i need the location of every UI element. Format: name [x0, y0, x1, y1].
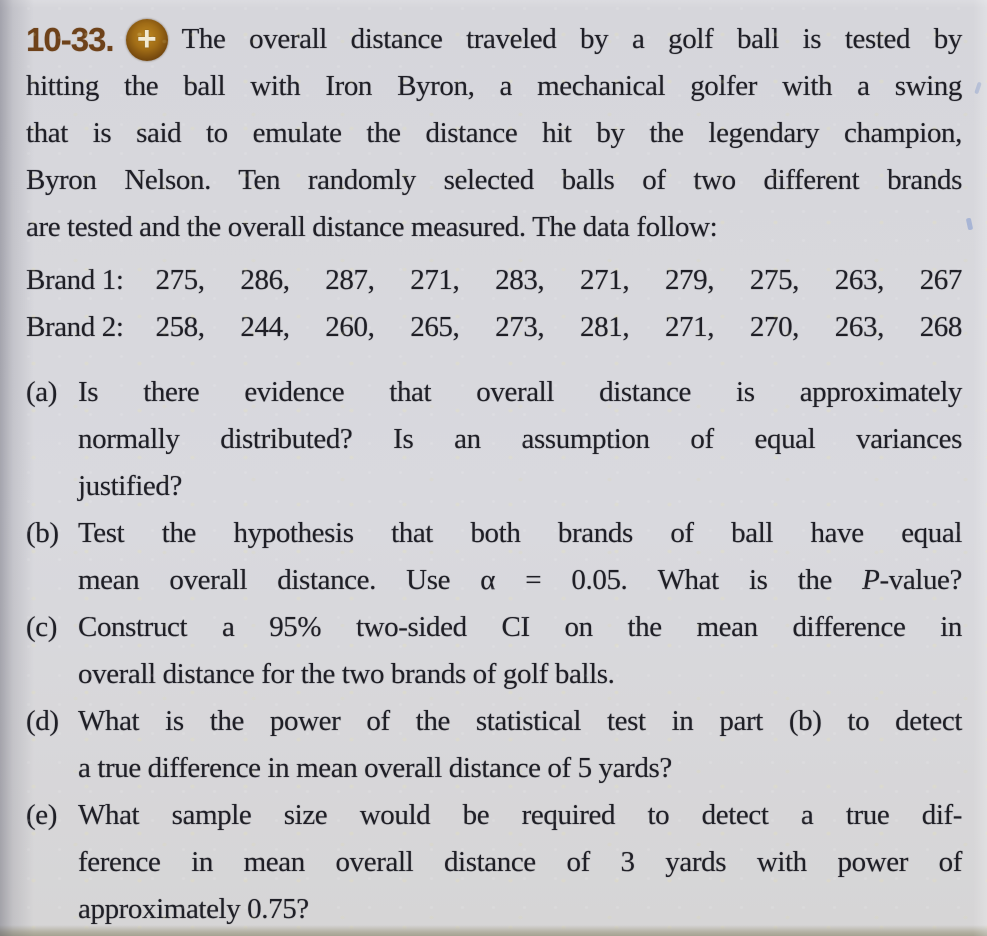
problem-10-33: 10-33. + The overall distance traveled b…	[26, 16, 962, 933]
problem-intro: 10-33. + The overall distance traveled b…	[26, 16, 962, 251]
scan-artifact	[974, 81, 982, 95]
part-c-text: Construct a 95% two-sided CI on the mean…	[78, 604, 962, 698]
part-c-line-1: Construct a 95% two-sided CI on the mean…	[78, 611, 962, 643]
part-b: (b) Test the hypothesis that both brands…	[26, 510, 962, 604]
table-row-brand-2: Brand 2: 258, 244, 260, 265, 273, 281, 2…	[26, 304, 962, 351]
part-d-line-1: What is the power of the statistical tes…	[78, 705, 962, 737]
part-b-text: Test the hypothesis that both brands of …	[78, 510, 962, 604]
part-b-label: (b)	[26, 517, 59, 549]
part-a-line-3: justified?	[78, 470, 182, 502]
intro-line-4: Byron Nelson. Ten randomly selected ball…	[26, 164, 962, 196]
part-e: (e) What sample size would be required t…	[26, 792, 962, 933]
question-parts: (a) Is there evidence that overall dista…	[26, 369, 962, 933]
part-e-line-1: What sample size would be required to de…	[78, 799, 962, 831]
part-a-line-1: Is there evidence that overall distance …	[78, 376, 962, 408]
part-a-line-2: normally distributed? Is an assumption o…	[78, 423, 962, 455]
part-a-label: (a)	[26, 376, 57, 408]
intro-line-5: are tested and the overall distance meas…	[26, 211, 718, 243]
part-c-label: (c)	[26, 611, 57, 643]
p-value-symbol: P	[862, 564, 880, 596]
part-b-line-1: Test the hypothesis that both brands of …	[78, 517, 962, 549]
part-e-line-2: ference in mean overall distance of 3 ya…	[78, 846, 962, 878]
part-d-line-2: a true difference in mean overall distan…	[78, 752, 672, 784]
plus-glyph: +	[136, 20, 157, 58]
part-e-line-3: approximately 0.75?	[78, 893, 309, 925]
intro-line-3: that is said to emulate the distance hit…	[26, 117, 962, 149]
part-b-line-2-post: -value?	[879, 564, 962, 596]
part-d-text: What is the power of the statistical tes…	[78, 698, 962, 792]
table-row-brand-1: Brand 1: 275, 286, 287, 271, 283, 271, 2…	[26, 257, 962, 304]
part-c: (c) Construct a 95% two-sided CI on the …	[26, 604, 962, 698]
intro-line-1: 10-33. + The overall distance traveled b…	[26, 16, 962, 63]
intro-line-2: hitting the ball with Iron Byron, a mech…	[26, 70, 962, 102]
intro-line-1-text: The overall distance traveled by a golf …	[181, 23, 963, 55]
brand-1-values: 275, 286, 287, 271, 283, 271, 279, 275, …	[155, 264, 962, 296]
part-d: (d) What is the power of the statistical…	[26, 698, 962, 792]
part-e-label: (e)	[26, 799, 57, 831]
brand-2-label: Brand 2:	[26, 311, 124, 343]
brand-2-values: 258, 244, 260, 265, 273, 281, 271, 270, …	[155, 311, 962, 343]
part-b-line-2-pre: mean overall distance. Use α = 0.05. Wha…	[78, 564, 863, 596]
brand-1-label: Brand 1:	[26, 264, 124, 296]
plus-circle-icon: +	[125, 19, 168, 61]
part-a: (a) Is there evidence that overall dista…	[26, 369, 962, 510]
distance-data: Brand 1: 275, 286, 287, 271, 283, 271, 2…	[26, 257, 962, 351]
part-c-line-2: overall distance for the two brands of g…	[78, 658, 615, 690]
problem-number: 10-33.	[26, 21, 115, 58]
scan-artifact	[965, 217, 974, 231]
part-b-line-2: mean overall distance. Use α = 0.05. Wha…	[78, 557, 962, 604]
part-a-text: Is there evidence that overall distance …	[78, 369, 962, 510]
part-e-text: What sample size would be required to de…	[78, 792, 962, 933]
part-d-label: (d)	[26, 705, 59, 737]
